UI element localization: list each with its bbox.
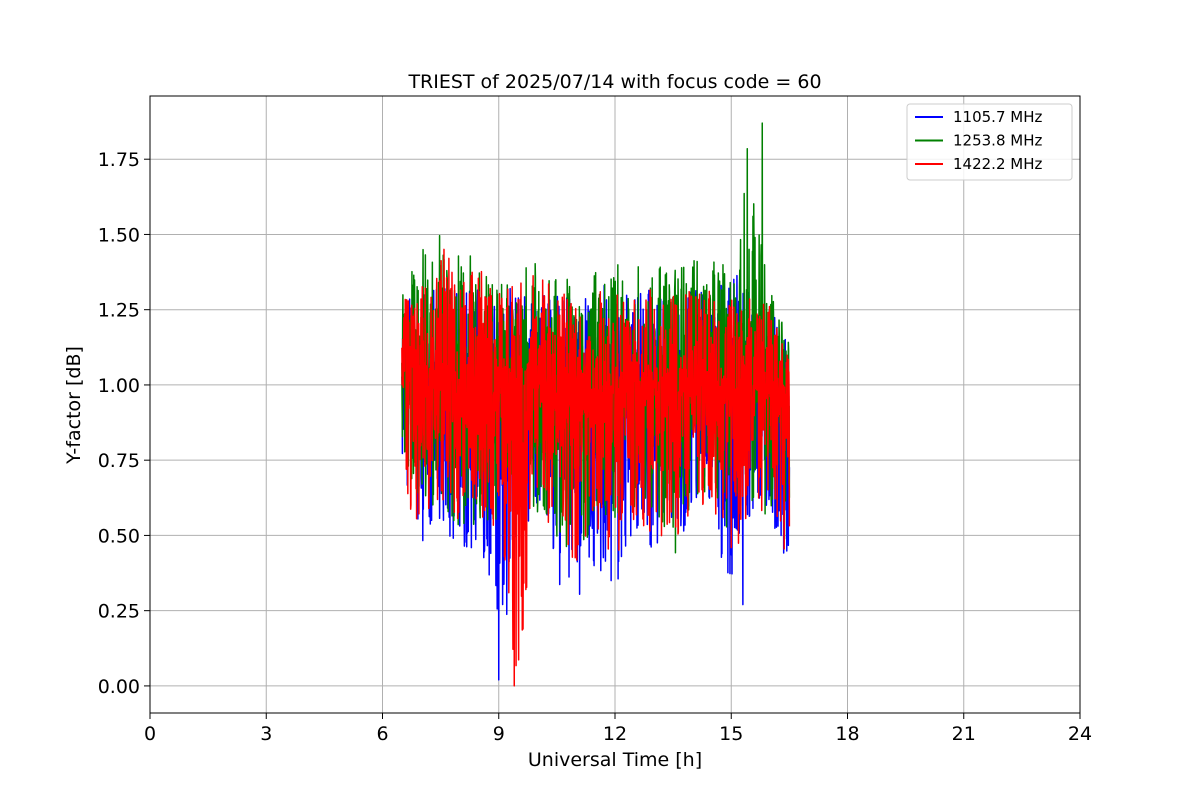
legend-box (906, 103, 1073, 181)
y-tick-label: 0.25 (98, 601, 140, 623)
y-tick-label: 0.75 (98, 450, 140, 472)
y-tick-label: 0.50 (98, 525, 140, 547)
y-tick-label: 1.50 (98, 224, 140, 246)
x-axis-label: Universal Time [h] (528, 749, 702, 771)
x-tick-label: 3 (260, 723, 272, 745)
chart-title: TRIEST of 2025/07/14 with focus code = 6… (407, 71, 821, 93)
x-tick-label: 21 (952, 723, 976, 745)
x-tick-label: 12 (603, 723, 627, 745)
x-tick-label: 15 (719, 723, 743, 745)
series-line (401, 248, 791, 687)
legend: 1105.7 MHz 1253.8 MHz 1422.2 MHz (906, 103, 1073, 181)
y-tick-label: 1.25 (98, 300, 140, 322)
x-tick-label: 0 (144, 723, 156, 745)
x-tick-label: 24 (1068, 723, 1092, 745)
y-axis-ticks: 0.00 0.25 0.50 0.75 1.00 1.25 1.50 1.75 (98, 149, 150, 698)
legend-label: 1105.7 MHz (953, 108, 1042, 126)
x-axis-ticks: 0 3 6 9 12 15 18 21 24 (144, 713, 1092, 745)
y-axis-label: Y-factor [dB] (63, 346, 85, 465)
y-tick-label: 1.75 (98, 149, 140, 171)
y-tick-label: 0.00 (98, 676, 140, 698)
x-tick-label: 6 (376, 723, 388, 745)
x-tick-label: 9 (493, 723, 505, 745)
x-tick-label: 18 (835, 723, 859, 745)
y-tick-label: 1.00 (98, 375, 140, 397)
plot-series (401, 122, 791, 687)
legend-label: 1422.2 MHz (953, 155, 1042, 173)
legend-label: 1253.8 MHz (953, 132, 1042, 150)
